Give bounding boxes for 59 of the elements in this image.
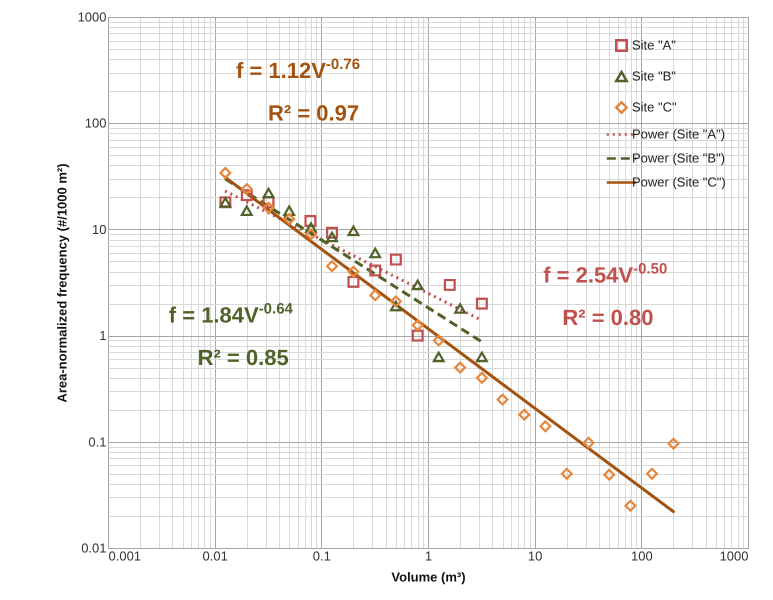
x-axis-title: Volume (m³) <box>391 570 466 584</box>
point <box>496 394 509 406</box>
point <box>240 189 253 202</box>
y-axis-title: Area-normalized frequency (#/1000 m²) <box>54 163 70 403</box>
point <box>454 303 466 314</box>
point <box>262 196 275 208</box>
annotation: R² = 0.85 <box>198 344 289 370</box>
annotation: R² = 0.80 <box>562 304 654 330</box>
point <box>240 183 253 195</box>
x-tick-label: 0.001 <box>108 548 142 564</box>
point <box>646 468 658 480</box>
x-tick-label: 1000 <box>720 548 748 564</box>
legend-label: Site "A" <box>632 38 676 52</box>
point <box>476 352 488 362</box>
legend-label: Site "C" <box>632 100 678 114</box>
point <box>369 248 382 258</box>
point <box>262 202 275 214</box>
x-tick-label: 0.01 <box>202 548 228 564</box>
point <box>347 266 360 278</box>
point <box>262 188 275 198</box>
annotation: R² = 0.97 <box>268 100 360 126</box>
x-tick-label: 100 <box>630 548 653 564</box>
legend-label: Power (Site "A") <box>632 126 726 142</box>
x-tick-label: 10 <box>528 548 542 564</box>
y-tick-label: 10 <box>92 222 106 237</box>
point <box>369 289 382 302</box>
point <box>667 438 680 450</box>
point <box>603 468 616 481</box>
point <box>305 222 317 233</box>
y-tick-label: 1 <box>99 328 106 344</box>
point <box>539 420 552 432</box>
point <box>240 205 253 216</box>
point <box>283 213 296 226</box>
point <box>390 300 402 312</box>
point <box>432 334 445 346</box>
point <box>412 280 424 290</box>
point <box>347 225 360 236</box>
point <box>432 352 445 362</box>
point <box>390 295 402 308</box>
point <box>219 166 232 179</box>
point <box>305 228 317 240</box>
legend-label: Site "B" <box>632 68 676 84</box>
legend-label: Power (Site "C") <box>632 174 726 190</box>
x-tick-label: 1 <box>424 548 432 564</box>
y-tick-label: 1000 <box>78 10 106 24</box>
point <box>476 372 488 384</box>
x-tick-label: 0.1 <box>312 548 331 564</box>
point <box>326 232 338 242</box>
y-tick-label: 100 <box>84 116 106 131</box>
legend-label: Power (Site "B") <box>632 150 726 166</box>
point <box>283 205 296 216</box>
point <box>624 500 636 512</box>
point <box>454 362 466 374</box>
point <box>582 436 595 449</box>
point <box>326 260 338 272</box>
point <box>560 468 573 480</box>
point <box>412 319 424 332</box>
point <box>518 408 530 421</box>
y-tick-label: 0.1 <box>88 434 106 450</box>
